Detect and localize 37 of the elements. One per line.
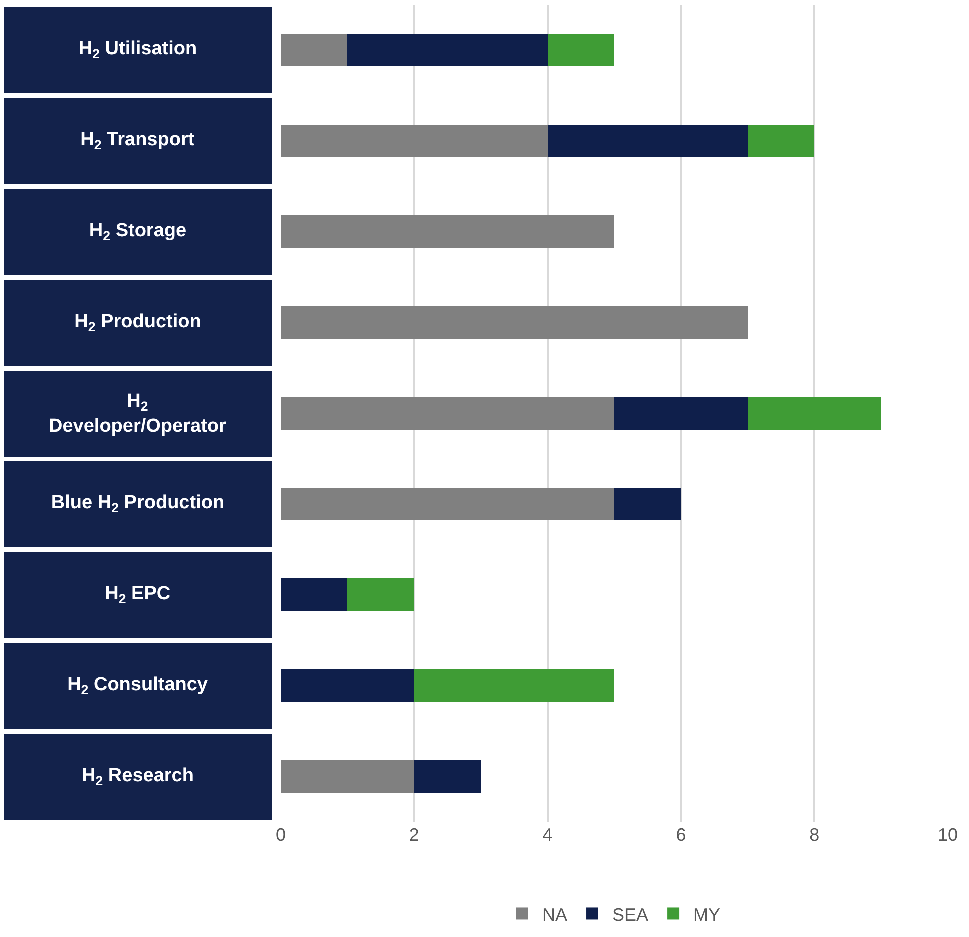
bar: [281, 669, 414, 702]
bar: [348, 578, 414, 612]
x-tick-label: 10: [938, 825, 958, 845]
x-tick-label: 0: [276, 825, 286, 845]
y-tick-label: H$_{2}$ Research: [82, 766, 194, 788]
legend-label: MY: [694, 904, 721, 925]
x-tick-label: 2: [409, 825, 420, 845]
legend-label: SEA: [612, 904, 649, 925]
bar: [281, 760, 414, 793]
bar: [614, 488, 682, 521]
bar: [281, 124, 548, 158]
x-tick-label: 8: [810, 825, 820, 845]
y-tick-label: H$_{2}$ Transport: [80, 130, 196, 152]
bar: [748, 124, 815, 158]
bar: [281, 578, 348, 612]
bar: [281, 306, 748, 340]
bar: [414, 760, 482, 793]
y-tick-label: Blue H$_{2}$ Production: [51, 492, 225, 516]
bar: [281, 397, 614, 430]
bar: [414, 669, 614, 702]
bar: [614, 397, 748, 430]
y-tick-label: H$_{2}$ Production: [74, 312, 202, 334]
y-tick-label: H$_{2}$ Storage: [89, 220, 187, 244]
bar: [748, 397, 882, 430]
legend-label: NA: [542, 904, 568, 925]
bar: [548, 34, 614, 67]
bar: [348, 34, 548, 67]
bar: [281, 488, 614, 521]
x-tick-label: 4: [542, 825, 553, 845]
bar: [281, 34, 348, 67]
y-tick-label: H$_{2}$ EPC: [105, 584, 171, 606]
x-tick-label: 6: [676, 825, 686, 845]
bar: [548, 124, 748, 158]
y-tick-label: H$_{2}$ Consultancy: [68, 674, 208, 698]
y-tick-label: H$_{2}$ Developer/Operator: [49, 391, 227, 437]
y-tick-label: H$_{2}$ Utilisation: [78, 38, 198, 62]
bar: [281, 216, 614, 248]
